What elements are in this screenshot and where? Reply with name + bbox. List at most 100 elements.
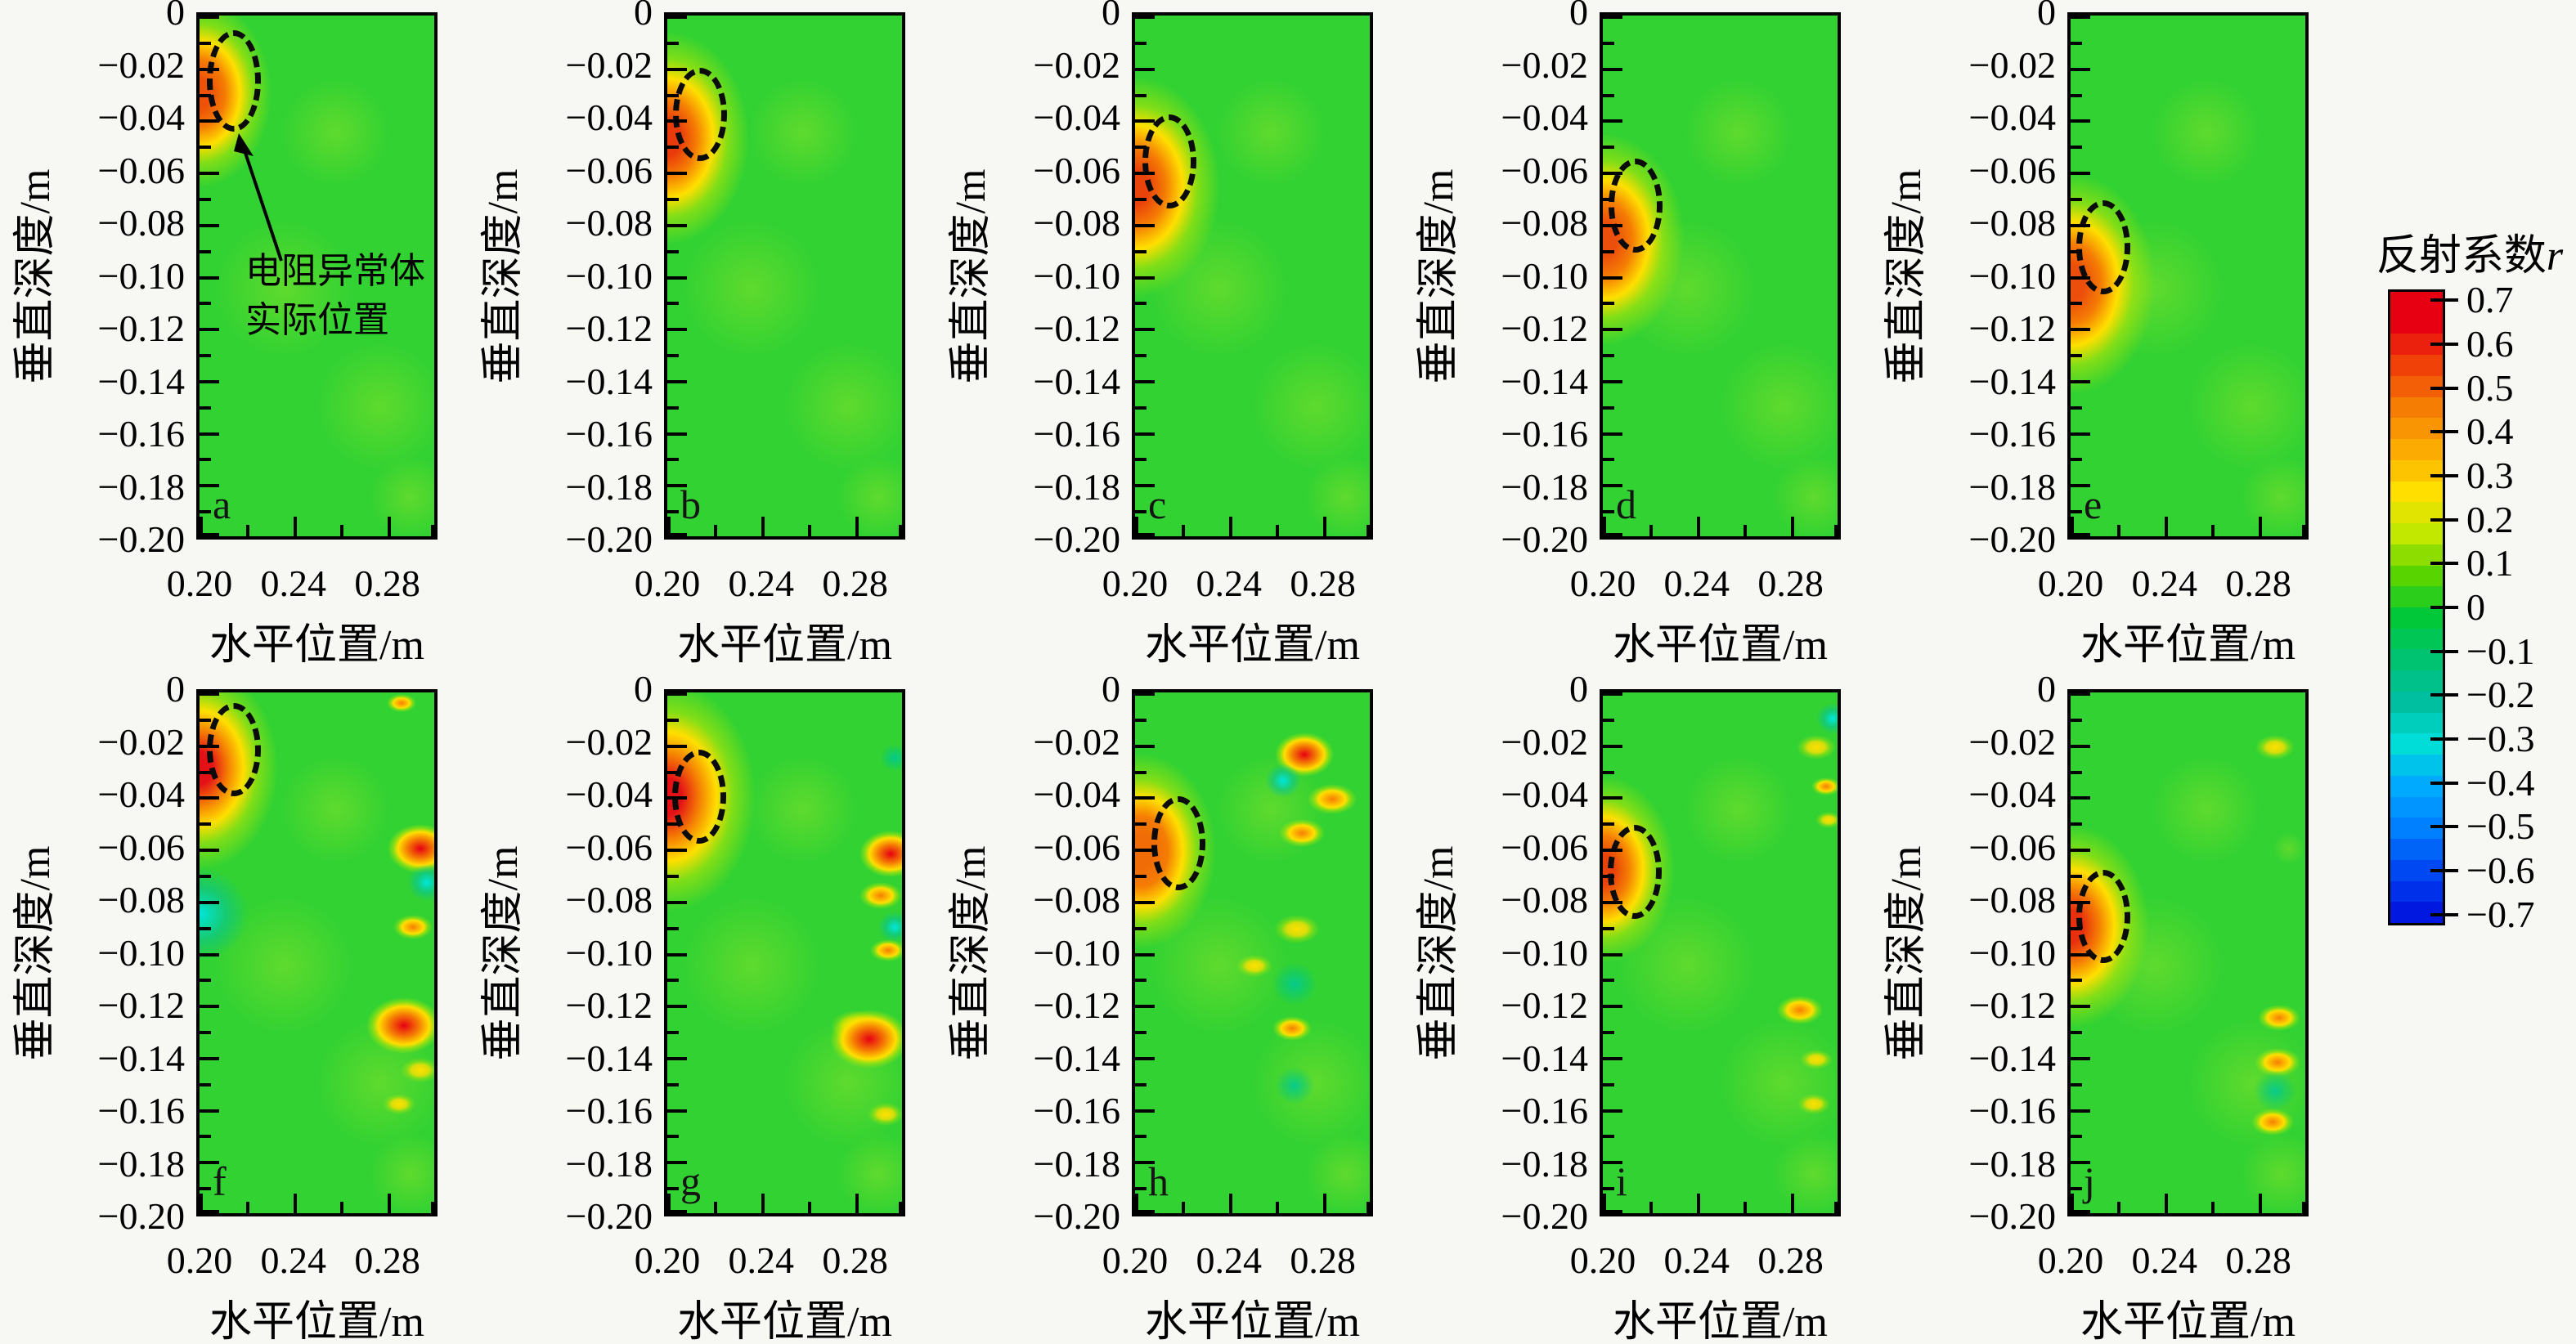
y-tick-label: −0.20 (1968, 518, 2056, 560)
artifact-blob (393, 914, 433, 939)
y-tick-label: −0.02 (1968, 43, 2056, 86)
y-tick-label: −0.06 (1501, 826, 1588, 868)
actual-anomaly-ellipse (206, 702, 261, 797)
actual-anomaly-ellipse (1151, 796, 1206, 891)
y-tick-label: −0.20 (1033, 518, 1120, 560)
y-axis-tick (1603, 41, 1614, 45)
y-axis-tick (1603, 93, 1614, 97)
y-axis-tick (1135, 119, 1155, 123)
y-tick-label: −0.04 (97, 773, 185, 815)
y-axis-tick (667, 926, 679, 930)
y-tick-label: 0 (1102, 0, 1120, 33)
y-axis-tick (667, 458, 679, 462)
panel-letter-f: f (213, 1158, 227, 1204)
y-axis-tick (2071, 1135, 2082, 1139)
y-axis-tick (1135, 484, 1155, 488)
y-axis-tick (667, 405, 679, 410)
y-axis-tick (200, 276, 219, 280)
y-tick-label: −0.10 (1501, 931, 1588, 974)
y-axis-tick (1603, 874, 1614, 878)
y-axis-tick (1603, 432, 1622, 436)
artifact-blob (1278, 818, 1325, 848)
panel-a-heatmap: a 电阻异常体 实际位置 (196, 12, 438, 540)
colorbar-tick-label: 0.7 (2466, 279, 2514, 321)
y-axis-tick (200, 849, 219, 853)
y-axis-tick (1135, 146, 1147, 150)
x-axis-tick (2258, 517, 2262, 536)
y-tick-label: −0.10 (1968, 254, 2056, 297)
x-axis-tick (2071, 517, 2074, 536)
y-axis-tick (1603, 692, 1622, 696)
y-axis-tick (667, 197, 679, 201)
y-axis-tick (1135, 926, 1147, 930)
y-axis-tick (667, 16, 687, 19)
y-axis-tick (200, 146, 211, 150)
y-tick-label: −0.16 (1501, 1090, 1588, 1131)
y-axis-tick (200, 692, 219, 696)
y-axis-tick (667, 1161, 687, 1165)
y-axis-tick (2071, 510, 2082, 514)
texture-blob (2241, 1133, 2305, 1213)
y-axis-tick (667, 379, 687, 383)
y-axis-tick (200, 770, 211, 774)
artifact-blob (829, 1009, 902, 1068)
annotation-line2: 实际位置 (245, 300, 389, 340)
colorbar-tick-label: −0.7 (2466, 893, 2535, 935)
y-axis-title: 垂直深度/m (1883, 168, 1930, 383)
colorbar-tick-label: −0.4 (2466, 761, 2535, 804)
y-tick-label: −0.06 (565, 149, 653, 191)
y-axis-title: 垂直深度/m (1883, 845, 1930, 1060)
panel-f-heatmap: f (196, 689, 438, 1216)
y-axis-tick (1135, 1031, 1147, 1035)
y-axis-tick (2071, 822, 2082, 827)
artifact-blob (1777, 996, 1824, 1024)
panel-b-heatmap: b (664, 12, 905, 540)
texture-blob (683, 897, 821, 1035)
x-tick-label: 0.28 (354, 1239, 420, 1281)
y-axis-tick (667, 276, 687, 280)
x-tick-label: 0.24 (1663, 562, 1730, 604)
y-axis-tick (1135, 1135, 1147, 1139)
y-tick-label: −0.04 (565, 96, 653, 138)
texture-blob (749, 78, 858, 187)
y-axis-tick (2071, 67, 2090, 71)
y-axis-tick (200, 1210, 219, 1213)
y-tick-label: −0.16 (565, 413, 653, 455)
y-tick-label: 0 (2037, 668, 2056, 710)
y-tick-label: −0.08 (1968, 879, 2056, 921)
artifact-blob (830, 1010, 880, 1042)
x-tick-label: 0.24 (1196, 1239, 1263, 1281)
texture-blob (1719, 342, 1838, 470)
artifact-blob (1816, 702, 1838, 734)
panel-letter-g: g (680, 1158, 701, 1204)
x-axis-tick (1834, 525, 1838, 536)
x-axis-tick (1649, 1202, 1654, 1213)
y-axis-tick (667, 849, 687, 853)
texture-blob (2152, 78, 2261, 187)
y-tick-label: −0.02 (1501, 720, 1588, 763)
y-tick-label: −0.18 (1033, 465, 1120, 508)
y-axis-tick (667, 770, 679, 774)
y-tick-label: −0.02 (1033, 43, 1120, 86)
texture-blob (783, 1019, 902, 1147)
colorbar-tick (2430, 474, 2458, 478)
artifact-blob (1797, 1093, 1831, 1114)
y-axis-tick (1135, 172, 1155, 176)
artifact-blob (1274, 732, 1334, 777)
y-axis-tick (2071, 432, 2090, 436)
y-axis-tick (1603, 197, 1614, 201)
x-axis-tick (340, 1202, 344, 1213)
y-axis-tick (1135, 1056, 1155, 1060)
colorbar-band (2390, 733, 2443, 756)
panel-letter-j: j (2084, 1158, 2095, 1204)
y-tick-label: −0.14 (1968, 1037, 2056, 1079)
y-axis-tick (2071, 93, 2082, 97)
y-axis-tick (1135, 93, 1147, 97)
y-axis-tick (2071, 1210, 2090, 1213)
x-tick-label: 0.24 (2131, 562, 2198, 604)
x-axis-tick (2258, 1194, 2262, 1213)
texture-blob (1305, 456, 1370, 536)
colorbar-tick-label: −0.5 (2466, 805, 2535, 848)
y-tick-label: −0.14 (97, 360, 185, 402)
y-axis-tick (1603, 458, 1614, 462)
